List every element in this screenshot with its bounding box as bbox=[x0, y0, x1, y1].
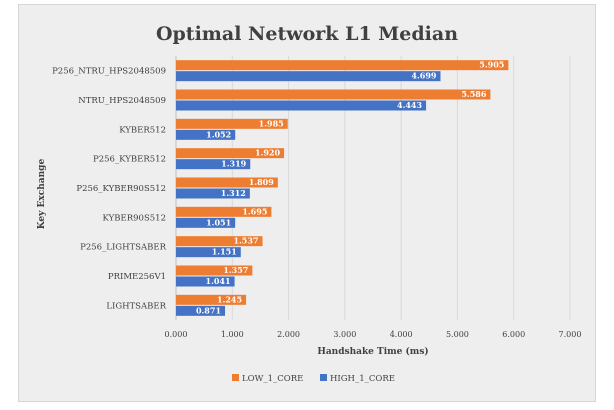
bar-high-1-core bbox=[176, 100, 427, 111]
data-label: 1.151 bbox=[212, 247, 237, 257]
bar-high-1-core bbox=[176, 159, 251, 170]
bar-high-1-core bbox=[176, 217, 236, 228]
legend-label: LOW_1_CORE bbox=[242, 374, 303, 384]
category-label: P256_NTRU_HPS2048509 bbox=[52, 67, 166, 77]
bar-low-1-core bbox=[176, 148, 285, 159]
bar-low-1-core bbox=[176, 177, 278, 188]
data-label: 1.312 bbox=[221, 188, 246, 198]
bar-low-1-core bbox=[176, 206, 272, 217]
bar-low-1-core bbox=[176, 60, 509, 71]
bars: 5.905 4.699 5.586 4.443 1.985 1.052 1.920 1.319… bbox=[176, 60, 509, 316]
data-label: 1.041 bbox=[206, 276, 231, 286]
x-tick-label: 7.000 bbox=[559, 330, 582, 339]
bar-low-1-core bbox=[176, 89, 491, 100]
category-label: KYBER90S512 bbox=[103, 213, 166, 223]
category-label: P256_KYBER90S512 bbox=[76, 184, 166, 194]
data-label: 1.537 bbox=[233, 236, 258, 246]
legend-swatch bbox=[232, 374, 239, 381]
x-axis-title: Handshake Time (ms) bbox=[317, 346, 428, 357]
bar-low-1-core bbox=[176, 265, 253, 276]
bar-high-1-core bbox=[176, 188, 250, 199]
data-label: 1.051 bbox=[206, 217, 231, 227]
data-label: 5.905 bbox=[479, 60, 504, 70]
bar-low-1-core bbox=[176, 294, 247, 305]
legend: LOW_1_CORE HIGH_1_CORE bbox=[232, 374, 395, 384]
x-tick-label: 6.000 bbox=[502, 330, 525, 339]
category-label: P256_KYBER512 bbox=[93, 155, 166, 165]
data-label: 5.586 bbox=[461, 89, 486, 99]
data-label: 1.052 bbox=[206, 129, 231, 139]
x-tick-label: 3.000 bbox=[333, 330, 356, 339]
legend-swatch bbox=[320, 374, 327, 381]
data-label: 1.985 bbox=[259, 118, 284, 128]
bar-high-1-core bbox=[176, 276, 235, 287]
data-label: 1.695 bbox=[242, 206, 267, 216]
x-tick-label: 4.000 bbox=[390, 330, 413, 339]
x-tick-label: 2.000 bbox=[277, 330, 300, 339]
x-tick-label: 0.000 bbox=[165, 330, 188, 339]
bar-low-1-core bbox=[176, 236, 263, 247]
chart-frame bbox=[18, 4, 596, 402]
legend-label: HIGH_1_CORE bbox=[330, 374, 395, 384]
x-tick-labels: 0.000 1.000 2.000 3.000 4.000 5.000 6.000 7.000 bbox=[165, 330, 582, 339]
y-axis-title: Key Exchange bbox=[37, 159, 47, 230]
data-label: 1.809 bbox=[249, 177, 274, 187]
category-label: KYBER512 bbox=[119, 125, 166, 135]
data-label: 0.871 bbox=[196, 305, 221, 315]
bar-low-1-core bbox=[176, 118, 288, 129]
bar-high-1-core bbox=[176, 305, 226, 316]
data-label: 4.699 bbox=[411, 71, 436, 81]
category-label: P256_LIGHTSABER bbox=[80, 243, 166, 253]
chart-title: Optimal Network L1 Median bbox=[156, 23, 458, 45]
bar-high-1-core bbox=[176, 247, 241, 258]
category-label: NTRU_HPS2048509 bbox=[78, 96, 166, 106]
category-label: PRIME256V1 bbox=[108, 272, 166, 282]
bar-high-1-core bbox=[176, 71, 441, 82]
data-label: 1.319 bbox=[221, 159, 246, 169]
category-label: LIGHTSABER bbox=[106, 301, 166, 311]
bar-high-1-core bbox=[176, 129, 236, 140]
data-label: 1.245 bbox=[217, 294, 242, 304]
data-label: 4.443 bbox=[397, 100, 422, 110]
gridlines bbox=[175, 56, 571, 320]
category-labels: P256_NTRU_HPS2048509 NTRU_HPS2048509 KYBER… bbox=[52, 67, 167, 312]
x-tick-label: 5.000 bbox=[446, 330, 469, 339]
data-label: 1.357 bbox=[223, 265, 248, 275]
x-tick-label: 1.000 bbox=[221, 330, 244, 339]
data-label: 1.920 bbox=[255, 148, 280, 158]
